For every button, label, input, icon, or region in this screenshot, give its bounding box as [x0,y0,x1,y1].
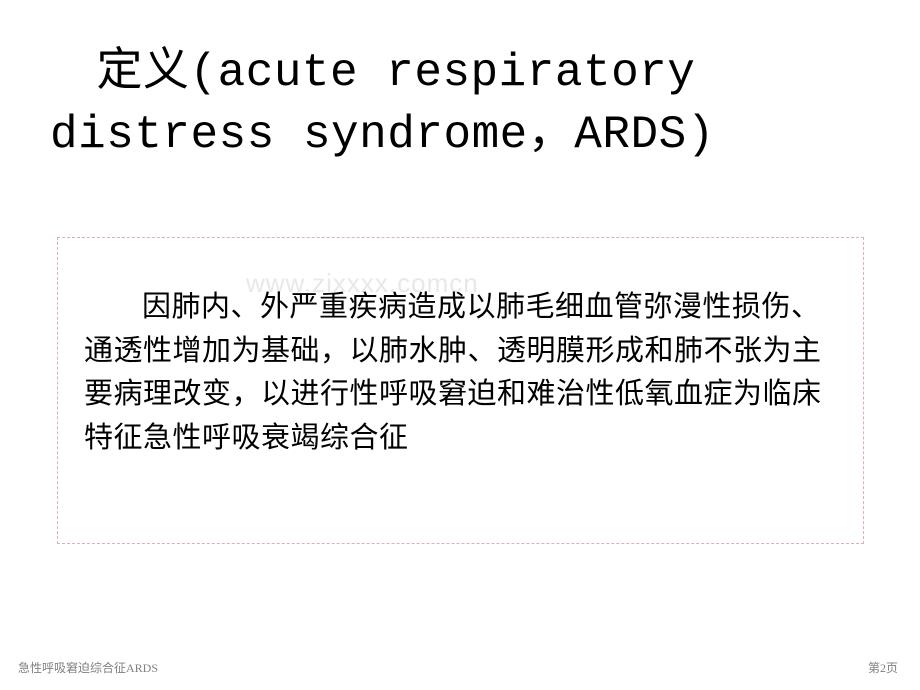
content-box: 因肺内、外严重疾病造成以肺毛细血管弥漫性损伤、通透性增加为基础，以肺水肿、透明膜… [57,237,864,544]
footer-left: 急性呼吸窘迫综合征ARDS [18,659,158,676]
footer-right: 第2页 [868,659,898,676]
slide-body: 因肺内、外严重疾病造成以肺毛细血管弥漫性损伤、通透性增加为基础，以肺水肿、透明膜… [84,286,837,460]
slide-title: 定义(acute respiratory distress syndrome，A… [50,47,715,161]
slide-title-container: 定义(acute respiratory distress syndrome，A… [50,42,870,166]
